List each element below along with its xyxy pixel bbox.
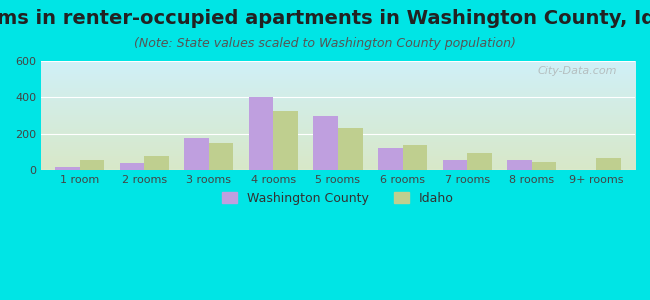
Bar	[209, 143, 233, 170]
Bar	[596, 158, 621, 170]
Bar	[402, 145, 427, 170]
Bar	[532, 162, 556, 170]
Bar	[249, 98, 274, 170]
Bar	[120, 163, 144, 170]
Text: City-Data.com: City-Data.com	[538, 67, 618, 76]
Bar	[274, 111, 298, 170]
Bar	[185, 138, 209, 170]
Bar	[144, 156, 169, 170]
Bar	[467, 153, 491, 170]
Legend: Washington County, Idaho: Washington County, Idaho	[217, 187, 459, 210]
Bar	[55, 167, 80, 170]
Bar	[80, 160, 104, 170]
Bar	[443, 160, 467, 170]
Text: Rooms in renter-occupied apartments in Washington County, Idaho: Rooms in renter-occupied apartments in W…	[0, 9, 650, 28]
Text: (Note: State values scaled to Washington County population): (Note: State values scaled to Washington…	[134, 38, 516, 50]
Bar	[507, 160, 532, 170]
Bar	[313, 116, 338, 170]
Bar	[338, 128, 363, 170]
Bar	[378, 148, 402, 170]
